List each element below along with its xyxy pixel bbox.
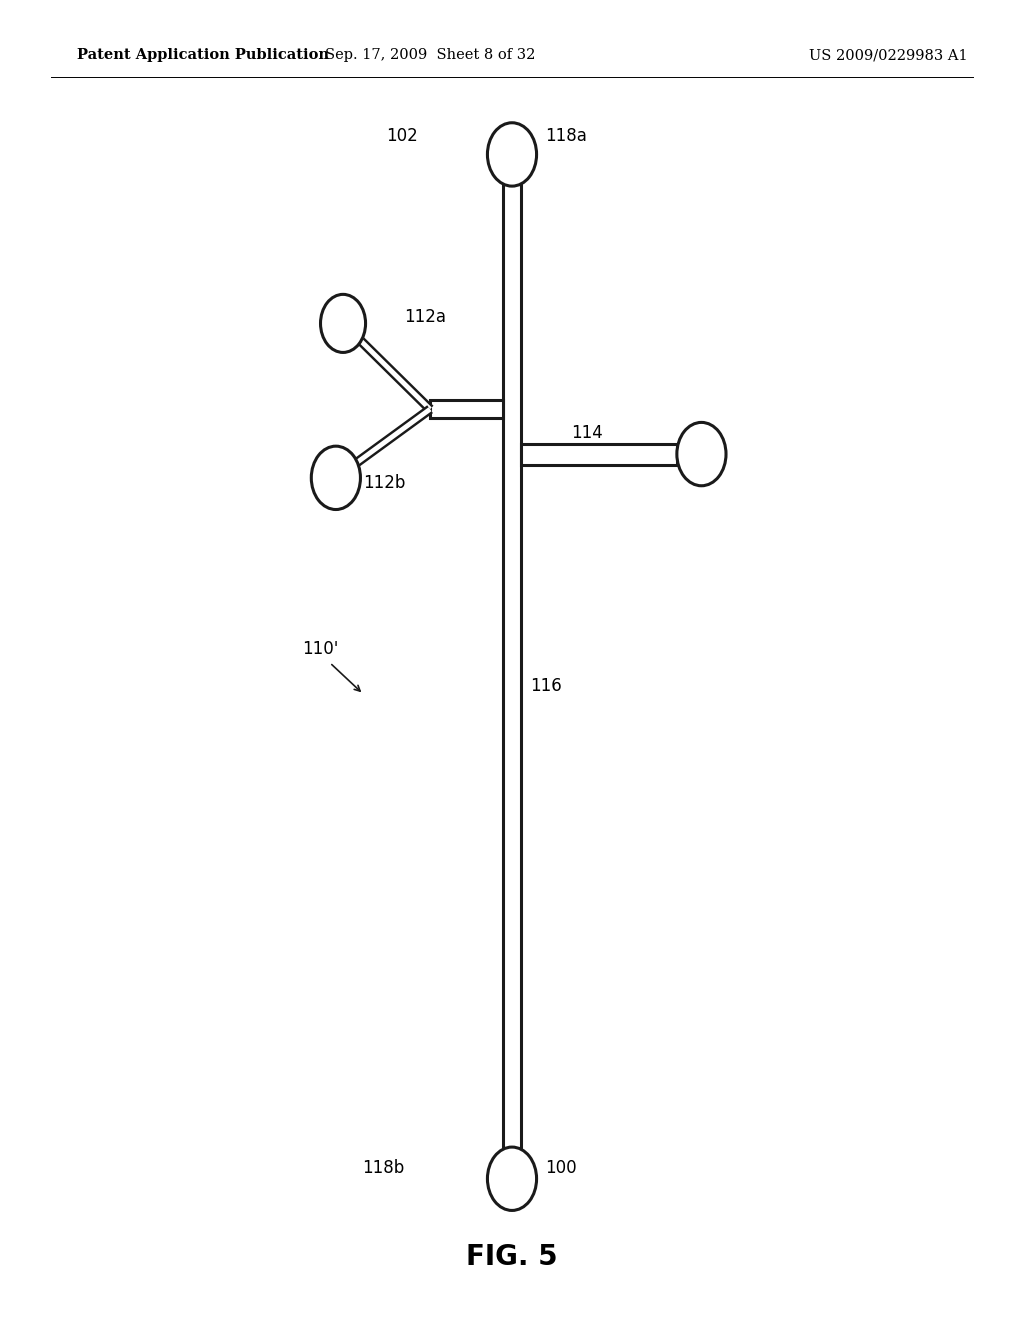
Text: US 2009/0229983 A1: US 2009/0229983 A1 bbox=[809, 49, 968, 62]
Circle shape bbox=[321, 294, 366, 352]
Text: 114: 114 bbox=[571, 424, 603, 442]
Text: 110': 110' bbox=[302, 640, 339, 659]
Circle shape bbox=[677, 422, 726, 486]
Circle shape bbox=[487, 123, 537, 186]
Text: 112b: 112b bbox=[364, 474, 406, 492]
Text: 118a: 118a bbox=[545, 127, 587, 145]
Bar bbox=[503, 169, 521, 1164]
Text: Patent Application Publication: Patent Application Publication bbox=[77, 49, 329, 62]
Text: 118b: 118b bbox=[362, 1159, 404, 1177]
Text: 102: 102 bbox=[386, 127, 418, 145]
Bar bbox=[521, 444, 677, 465]
Circle shape bbox=[311, 446, 360, 510]
Text: 112a: 112a bbox=[404, 308, 446, 326]
Text: 100: 100 bbox=[545, 1159, 577, 1177]
Circle shape bbox=[487, 1147, 537, 1210]
Text: 116: 116 bbox=[530, 677, 562, 696]
Text: FIG. 5: FIG. 5 bbox=[466, 1242, 558, 1271]
Bar bbox=[430, 400, 503, 418]
Text: Sep. 17, 2009  Sheet 8 of 32: Sep. 17, 2009 Sheet 8 of 32 bbox=[325, 49, 536, 62]
